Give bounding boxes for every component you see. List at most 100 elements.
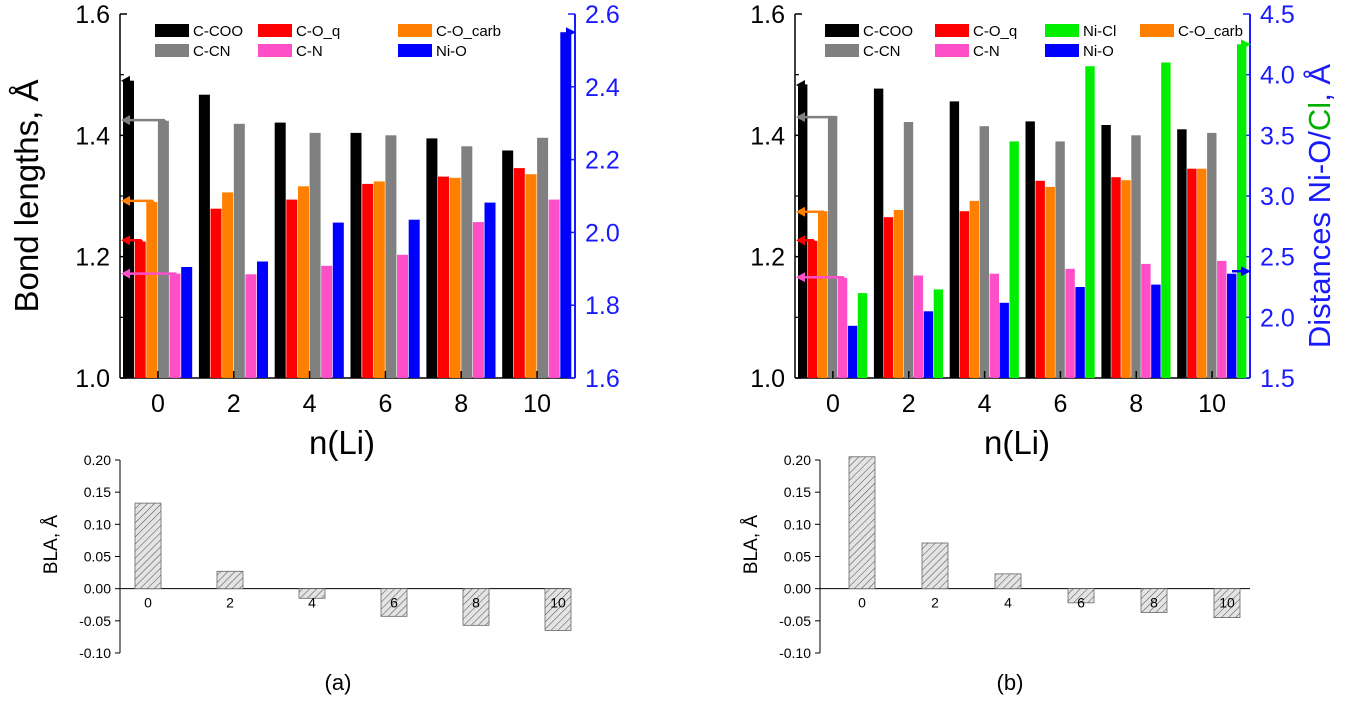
- legend-swatch-ni-o: [398, 44, 432, 57]
- legend-label-c-coo: C-COO: [193, 23, 243, 40]
- bar-c-coo-n6: [350, 132, 362, 378]
- bar-c-o-carb-n10: [525, 174, 537, 378]
- bar-ni-cl-n8: [1161, 62, 1171, 378]
- legend-swatch-c-coo: [155, 24, 189, 37]
- bar-c-o-q-n10: [513, 168, 525, 378]
- bar-c-cn-n4: [309, 132, 321, 378]
- left-tick-label: 1.6: [75, 1, 110, 29]
- right-tick-label: 4.0: [1260, 62, 1295, 90]
- y2-axis-label-part: Cl: [1302, 102, 1337, 131]
- bar-c-coo-n4: [949, 101, 960, 379]
- left-tick-label: 1.6: [750, 1, 785, 29]
- marker-arrow-c-o-q: [121, 235, 130, 246]
- bar-c-cn-n2: [233, 123, 245, 378]
- x-tick-label: 10: [523, 390, 551, 418]
- bla-bar-n6: [380, 588, 408, 617]
- bar-ni-cl-n4: [1009, 141, 1019, 378]
- bar-c-n-n4: [989, 273, 999, 378]
- bla-x-tick-label: 10: [1219, 595, 1235, 611]
- panel-label: (b): [997, 670, 1024, 695]
- bar-ni-o-n2: [923, 311, 934, 378]
- left-tick-label: 1.0: [750, 365, 785, 393]
- x-tick-label: 6: [378, 390, 392, 418]
- legend-label-ni-cl: Ni-Cl: [1083, 23, 1116, 40]
- bla-bar-n10: [1213, 588, 1241, 619]
- bar-c-o-q-n2: [210, 208, 222, 378]
- legend-label-c-o-carb: C-O_carb: [1178, 23, 1243, 40]
- bar-c-cn-n8: [1131, 135, 1141, 378]
- bar-c-coo-n4: [274, 122, 286, 378]
- bla-y-tick-label: -0.10: [79, 645, 111, 661]
- bla-bar-n8: [462, 588, 490, 626]
- bla-y-tick-label: 0.15: [784, 484, 811, 500]
- bla-bar-n4: [994, 573, 1022, 590]
- panel-b: 1.0 1.2 1.4 1.6 1.5 2.0 2.5 3.0 3.5 4.0 4.5 0 2 4 6 8 10…: [741, 1, 1337, 695]
- bla-y-tick-label: 0.15: [84, 484, 111, 500]
- left-tick-label: 1.0: [75, 365, 110, 393]
- bar-ni-cl-n10: [1237, 44, 1247, 379]
- legend-label-ni-o: Ni-O: [1083, 43, 1114, 60]
- bar-ni-cl-n2: [933, 289, 944, 378]
- legend-label-c-n: C-N: [296, 43, 323, 60]
- right-tick-label: 2.0: [585, 219, 620, 247]
- bla-x-tick-label: 0: [144, 595, 152, 611]
- x-tick-label: 6: [1053, 390, 1067, 418]
- bar-ni-o-n8: [484, 202, 496, 378]
- bar-c-o-q-n2: [883, 217, 894, 378]
- bla-x-tick-label: 2: [226, 595, 234, 611]
- bar-ni-o-n8: [1151, 284, 1161, 378]
- right-tick-label: 2.0: [1260, 304, 1295, 332]
- bar-c-coo-n2: [873, 88, 884, 378]
- marker-arrow-c-cn: [121, 115, 130, 126]
- right-tick-label: 2.6: [585, 1, 620, 29]
- bla-y-tick-label: 0.10: [784, 516, 811, 532]
- bar-c-o-carb-n0: [146, 202, 158, 378]
- left-tick-label: 1.4: [75, 122, 110, 150]
- right-tick-label: 3.0: [1260, 183, 1295, 211]
- right-tick-label: 1.5: [1260, 365, 1295, 393]
- right-tick-label: 3.5: [1260, 122, 1295, 150]
- bla-y-tick-label: 0.00: [784, 581, 811, 597]
- bla-x-tick-label: 6: [390, 595, 398, 611]
- legend-swatch-c-o-carb: [398, 24, 432, 37]
- bar-c-o-q-n6: [1035, 180, 1045, 378]
- legend-swatch-c-o-q: [258, 24, 292, 37]
- bar-c-cn-n10: [1207, 132, 1217, 378]
- legend-label-c-cn: C-CN: [193, 43, 231, 60]
- bar-c-cn-n2: [903, 122, 914, 378]
- bar-c-o-carb-n0: [818, 211, 828, 378]
- bla-y-tick-label: 0.20: [784, 452, 811, 468]
- left-tick-label: 1.4: [750, 122, 785, 150]
- legend-swatch-c-o-q: [935, 24, 969, 37]
- bla-y-tick-label: -0.05: [779, 613, 811, 629]
- bar-c-o-carb-n6: [1045, 186, 1055, 378]
- x-tick-label: 8: [454, 390, 468, 418]
- bar-ni-o-n4: [999, 302, 1009, 378]
- y2-axis-label-part: , Å: [1302, 64, 1337, 102]
- bar-c-o-q-n4: [959, 211, 970, 378]
- bar-c-o-q-n0: [134, 241, 146, 378]
- x-axis-label: n(Li): [309, 424, 375, 461]
- legend-label-c-n: C-N: [973, 43, 1000, 60]
- x-tick-label: 4: [978, 390, 992, 418]
- left-tick-label: 1.2: [75, 244, 110, 272]
- bar-c-cn-n0: [827, 115, 838, 379]
- bar-c-cn-n4: [979, 126, 989, 378]
- bar-ni-o-n0: [181, 267, 193, 378]
- bar-c-cn-n8: [461, 146, 473, 378]
- legend-label-c-o-q: C-O_q: [296, 23, 340, 40]
- bar-c-o-q-n0: [808, 240, 818, 378]
- bar-c-n-n6: [1065, 268, 1075, 378]
- bla-bar-n0: [134, 502, 162, 590]
- bar-c-coo-n10: [1177, 129, 1187, 378]
- bar-c-cn-n6: [385, 135, 397, 378]
- bar-c-coo-n0: [123, 80, 134, 378]
- bla-x-tick-label: 4: [308, 595, 316, 611]
- bar-c-cn-n0: [157, 120, 169, 379]
- x-tick-label: 0: [151, 390, 165, 418]
- bar-c-n-n10: [1217, 260, 1227, 378]
- bar-ni-cl-n6: [1085, 66, 1095, 378]
- bar-ni-o-n2: [257, 261, 268, 378]
- right-tick-label: 2.4: [585, 74, 620, 102]
